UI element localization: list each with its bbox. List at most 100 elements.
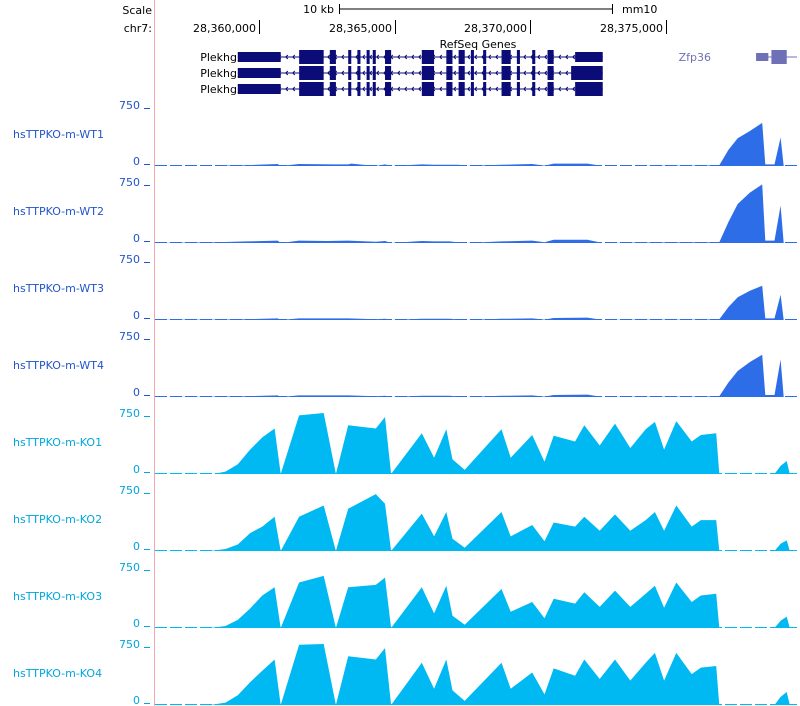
strand-arrow — [488, 70, 492, 76]
strand-arrow — [565, 70, 569, 76]
exon-block — [575, 52, 603, 62]
exon-block — [446, 82, 453, 96]
transcript-label: Plekhg2 — [200, 67, 244, 80]
strand-arrow — [544, 86, 548, 92]
track-label: hsTTPKO-m-KO4 — [13, 667, 102, 680]
strand-arrow — [341, 54, 345, 60]
exon-block — [385, 66, 392, 80]
signal-track[interactable]: hsTTPKO-m-WT2 750 0 — [13, 176, 799, 245]
exon-block — [366, 66, 370, 80]
track-label: hsTTPKO-m-WT2 — [13, 205, 104, 218]
strand-arrow — [369, 70, 373, 76]
exon-block — [329, 82, 336, 96]
signal-track[interactable]: hsTTPKO-m-WT4 750 0 — [13, 330, 799, 399]
strand-arrow — [404, 54, 408, 60]
exon-block — [348, 66, 352, 80]
signal-track[interactable]: hsTTPKO-m-KO2 750 0 — [13, 484, 799, 553]
strand-arrow — [474, 54, 478, 60]
y-zero-label: 0 — [133, 694, 140, 706]
strand-arrow — [537, 54, 541, 60]
exon-block — [385, 50, 392, 64]
exon-block — [532, 66, 536, 80]
y-zero-label: 0 — [133, 309, 140, 322]
signal-track[interactable]: hsTTPKO-m-WT3 750 0 — [13, 253, 799, 322]
exon-block — [299, 50, 324, 64]
exon-block — [357, 50, 361, 64]
coverage-area — [155, 285, 799, 320]
strand-arrow — [418, 70, 422, 76]
strand-arrow — [341, 86, 345, 92]
strand-arrow — [355, 86, 359, 92]
strand-arrow — [530, 54, 534, 60]
signal-track[interactable]: hsTTPKO-m-KO4 750 0 — [13, 638, 799, 706]
strand-arrow — [285, 86, 289, 92]
zfp36-gene[interactable]: Zfp36 — [679, 50, 797, 64]
exon-block — [547, 50, 554, 64]
coverage-area — [155, 122, 799, 166]
zfp36-exon — [756, 53, 769, 61]
signal-track[interactable]: hsTTPKO-m-WT1 750 0 — [13, 99, 799, 168]
assembly-label: mm10 — [622, 3, 657, 16]
y-max-label: 750 — [119, 638, 140, 651]
strand-arrow — [453, 54, 457, 60]
exon-block — [516, 66, 520, 80]
strand-arrow — [565, 86, 569, 92]
exon-block — [470, 82, 474, 96]
strand-arrow — [453, 70, 457, 76]
y-zero-label: 0 — [133, 386, 140, 399]
strand-arrow — [292, 70, 296, 76]
strand-arrow — [537, 70, 541, 76]
exon-block — [483, 82, 487, 96]
strand-arrow — [467, 70, 471, 76]
strand-arrow — [376, 70, 380, 76]
track-label: hsTTPKO-m-WT1 — [13, 128, 104, 141]
gene-track[interactable]: Plekhg2 Plekhg2 Plekhg2 Zfp36 — [200, 50, 797, 96]
strand-arrow — [376, 86, 380, 92]
strand-arrow — [495, 54, 499, 60]
exon-block — [299, 82, 324, 96]
exon-block — [366, 82, 370, 96]
y-max-label: 750 — [119, 330, 140, 343]
exon-block — [366, 50, 370, 64]
strand-arrow — [327, 70, 331, 76]
transcript-row[interactable]: Plekhg2 — [200, 82, 603, 96]
exon-block — [516, 50, 520, 64]
y-max-label: 750 — [119, 484, 140, 497]
strand-arrow — [397, 70, 401, 76]
exon-block — [421, 82, 435, 96]
signal-track[interactable]: hsTTPKO-m-KO1 750 0 — [13, 407, 799, 476]
exon-block — [372, 66, 376, 80]
exon-block — [348, 82, 352, 96]
strand-arrow — [292, 86, 296, 92]
strand-arrow — [558, 86, 562, 92]
exon-block — [547, 82, 554, 96]
strand-arrow — [572, 54, 576, 60]
exon-block — [237, 52, 281, 62]
exon-block — [532, 50, 536, 64]
exon-block — [372, 50, 376, 64]
y-zero-label: 0 — [133, 617, 140, 630]
signal-track[interactable]: hsTTPKO-m-KO3 750 0 — [13, 561, 799, 630]
strand-arrow — [411, 86, 415, 92]
exon-block — [501, 82, 511, 96]
ruler-label-2: 28,365,000 — [329, 22, 392, 35]
exon-block — [483, 50, 487, 64]
strand-arrow — [397, 86, 401, 92]
strand-arrow — [530, 86, 534, 92]
ruler-label-1: 28,360,000 — [193, 22, 256, 35]
coverage-area — [155, 494, 799, 551]
track-label: hsTTPKO-m-WT3 — [13, 282, 104, 295]
strand-arrow — [341, 70, 345, 76]
transcript-row[interactable]: Plekhg2 — [200, 66, 603, 80]
strand-arrow — [439, 54, 443, 60]
coverage-area — [155, 184, 799, 243]
strand-arrow — [369, 86, 373, 92]
strand-arrow — [439, 70, 443, 76]
transcript-row[interactable]: Plekhg2 — [200, 50, 603, 64]
exon-block — [329, 50, 336, 64]
strand-arrow — [772, 54, 776, 60]
strand-arrow — [467, 54, 471, 60]
strand-arrow — [355, 54, 359, 60]
strand-arrow — [369, 54, 373, 60]
